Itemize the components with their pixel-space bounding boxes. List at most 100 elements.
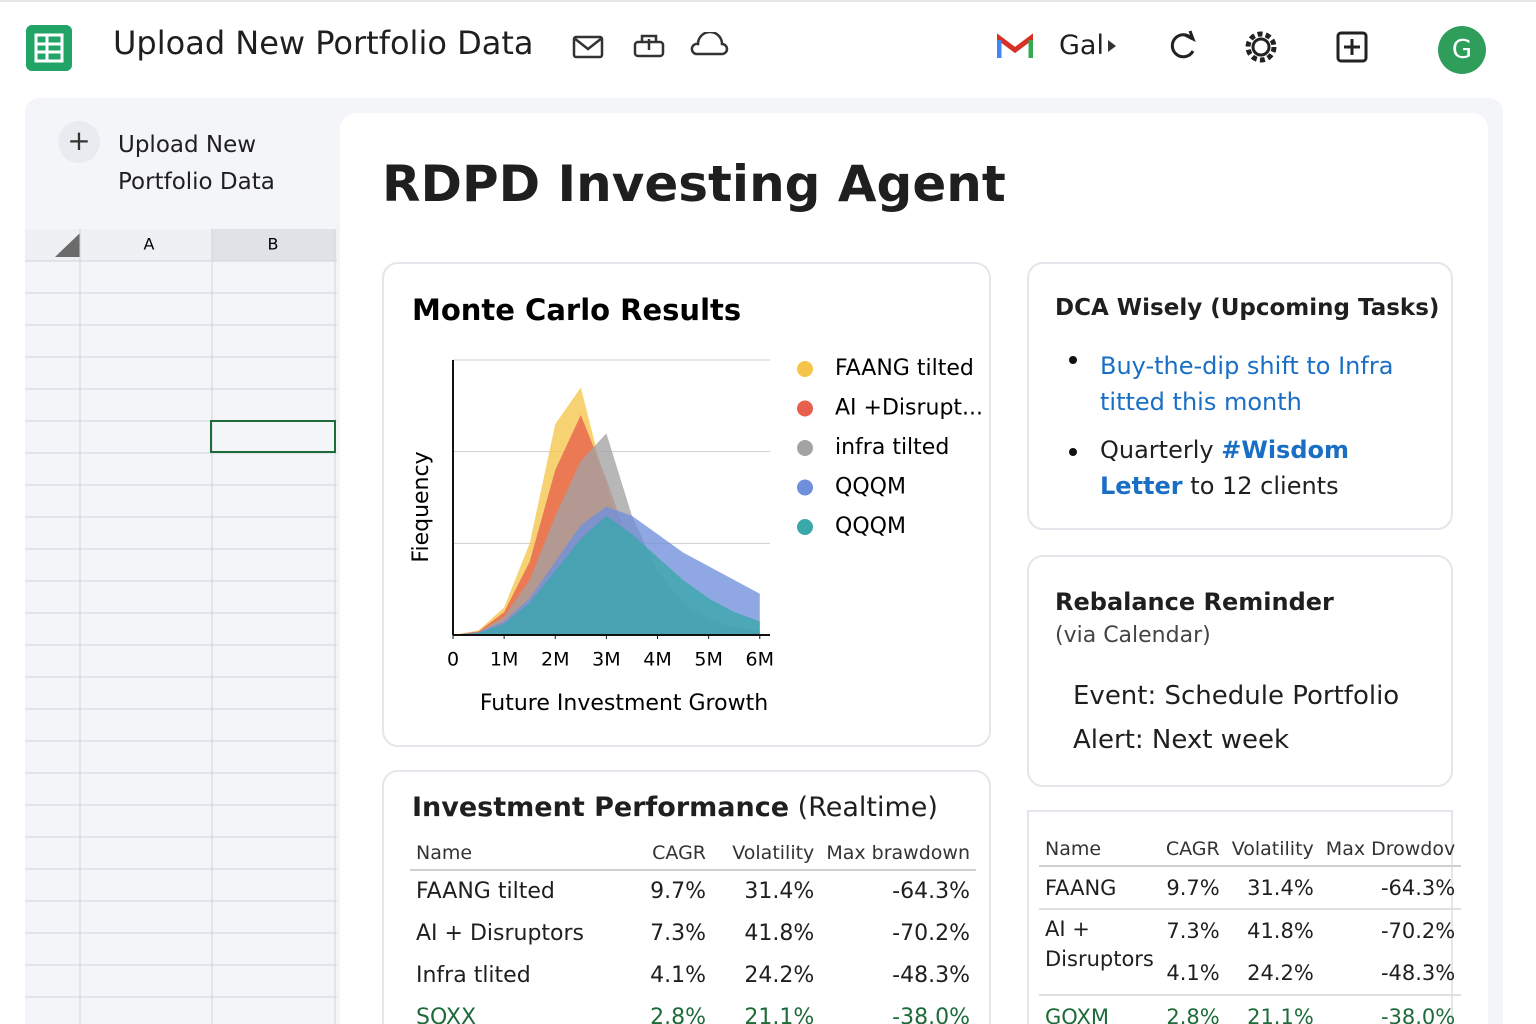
x-axis-label: Future Investment Growth: [480, 691, 768, 716]
column-header: Name: [1045, 837, 1102, 860]
cell-name: Infra tlited: [416, 962, 531, 988]
side-table: Name CAGR Volatility Max Drowdov FAANG 9.7% 31…: [1039, 832, 1462, 1024]
cell-value: 21.1%: [744, 1004, 815, 1024]
avatar[interactable]: G: [1438, 26, 1486, 74]
cell-value: 7.3%: [1166, 919, 1220, 943]
rebalance-alert: Alert: Next week: [1073, 725, 1290, 755]
performance-title: Investment Performance (Realtime): [412, 792, 938, 823]
column-header: Name: [416, 841, 473, 864]
cell-name: FAANG: [1045, 875, 1117, 900]
rebalance-subtitle: (via Calendar): [1055, 623, 1211, 648]
dca-task-link[interactable]: Buy-the-dip shift to Infra titted this m…: [1100, 352, 1394, 416]
x-tick-label: 4M: [643, 649, 671, 671]
cell-value: 31.4%: [744, 879, 815, 904]
column-header: Max brawdown: [826, 841, 970, 864]
column-header: B: [268, 235, 279, 254]
column-header: Volatility: [1231, 837, 1314, 860]
cell-name: AI + Disruptors: [1045, 917, 1154, 971]
column-header: CAGR: [652, 841, 707, 864]
column-header: Max Drowdov: [1325, 837, 1456, 860]
performance-card: Investment Performance (Realtime): [382, 770, 991, 1024]
table-row: 4.1% 24.2% -48.3%: [1039, 952, 1462, 995]
cell-value: 2.8%: [650, 1004, 707, 1024]
monte-carlo-chart: Monte Carlo Results Fiequency Future Inv…: [409, 293, 983, 716]
rebalance-title: Rebalance Reminder: [1055, 588, 1334, 616]
cell-value: -70.2%: [1380, 919, 1456, 943]
top-border: [0, 0, 1536, 2]
table-row: SOXX 2.8% 21.1% -38.0%: [410, 996, 976, 1024]
bullet: [1069, 356, 1077, 364]
x-tick-label: 0: [447, 649, 459, 671]
task-tag[interactable]: #Wisdom Letter: [1100, 436, 1350, 500]
legend-label: infra tilted: [835, 435, 949, 460]
cell-value: 4.1%: [650, 962, 707, 988]
cell-value: -38.0%: [1380, 1004, 1456, 1024]
sheets-logo[interactable]: [25, 24, 73, 72]
table-row: GOXM 2.8% 21.1% -38.0%: [1039, 995, 1461, 1024]
performance-title-main: Investment Performance: [412, 792, 790, 823]
legend-swatch: [797, 479, 813, 496]
cell-name: FAANG tilted: [416, 879, 555, 904]
task-text: to 12 clients: [1190, 472, 1339, 500]
add-button[interactable]: +: [58, 121, 100, 163]
cell-value: 21.1%: [1247, 1004, 1314, 1024]
side-table-frame: [1027, 810, 1453, 1024]
legend-label: QQQM: [835, 514, 906, 539]
x-tick-label: 6M: [746, 649, 774, 671]
bullet: [1069, 448, 1077, 456]
dca-title: DCA Wisely (Upcoming Tasks): [1055, 295, 1440, 321]
account-name[interactable]: Gal: [1059, 30, 1104, 61]
gmail-icon[interactable]: [997, 32, 1033, 62]
cell-value: -64.3%: [1380, 875, 1456, 900]
legend-label: QQQM: [835, 475, 906, 500]
cell-value: 41.8%: [744, 920, 815, 946]
legend-swatch: [797, 519, 813, 535]
main-title: RDPD Investing Agent: [382, 155, 1006, 213]
dca-card: DCA Wisely (Upcoming Tasks) Buy-the-dip …: [1027, 262, 1453, 530]
cell-value: 24.2%: [1247, 961, 1314, 985]
legend-swatch: [797, 400, 813, 417]
task-text: Quarterly: [1100, 436, 1214, 464]
upload-label[interactable]: Upload New Portfolio Data: [118, 132, 275, 195]
dca-task: Quarterly #Wisdom Letter to 12 clients: [1100, 432, 1430, 504]
table-row: Infra tlited 4.1% 24.2% -48.3%: [410, 954, 976, 996]
doc-title[interactable]: Upload New Portfolio Data: [113, 24, 534, 62]
monte-carlo-card: [382, 262, 991, 747]
cell-name: AI + Disruptors: [416, 920, 585, 946]
account-caret[interactable]: [1107, 39, 1117, 53]
cell-value: 24.2%: [744, 962, 815, 988]
cell-value: 31.4%: [1247, 875, 1314, 900]
action-icons[interactable]: [1163, 27, 1423, 67]
x-tick-label: 1M: [490, 649, 518, 671]
x-tick-label: 2M: [541, 649, 569, 671]
rebalance-event: Event: Schedule Portfolio: [1073, 681, 1400, 711]
header-row: Name CAGR Volatility Max Drowdov: [1039, 832, 1462, 866]
performance-table: Name CAGR Volatility Max brawdown FAANG tilt…: [410, 836, 976, 1024]
performance-title-suffix: (Realtime): [797, 792, 938, 823]
rebalance-card: Rebalance Reminder (via Calendar) Event:…: [1027, 555, 1453, 787]
cell-value: -64.3%: [892, 879, 970, 904]
selected-cell: [210, 420, 336, 453]
cell-value: -48.3%: [1380, 961, 1456, 985]
cell-value: 41.8%: [1247, 919, 1314, 943]
table-row: AI + Disruptors 7.3% 41.8% -70.2%: [410, 912, 976, 954]
legend-swatch: [797, 440, 813, 456]
x-tick-label: 3M: [592, 649, 620, 671]
cell-value: 9.7%: [1166, 875, 1220, 900]
toolbar-icons[interactable]: [570, 32, 730, 62]
cell-value: -38.0%: [892, 1004, 970, 1024]
header-row: Name CAGR Volatility Max brawdown: [410, 836, 976, 870]
column-header: Volatility: [732, 841, 815, 864]
cell-value: -70.2%: [892, 920, 970, 946]
legend-label: FAANG tilted: [835, 356, 974, 381]
cell-value: 7.3%: [650, 920, 707, 946]
cell-name: SOXX: [416, 1004, 477, 1024]
cell-name: GOXM: [1045, 1004, 1109, 1024]
cell-value: -48.3%: [892, 962, 970, 988]
table-row: FAANG 9.7% 31.4% -64.3%: [1039, 866, 1462, 909]
column-header: A: [144, 235, 155, 254]
table-row: FAANG tilted 9.7% 31.4% -64.3%: [410, 870, 976, 912]
